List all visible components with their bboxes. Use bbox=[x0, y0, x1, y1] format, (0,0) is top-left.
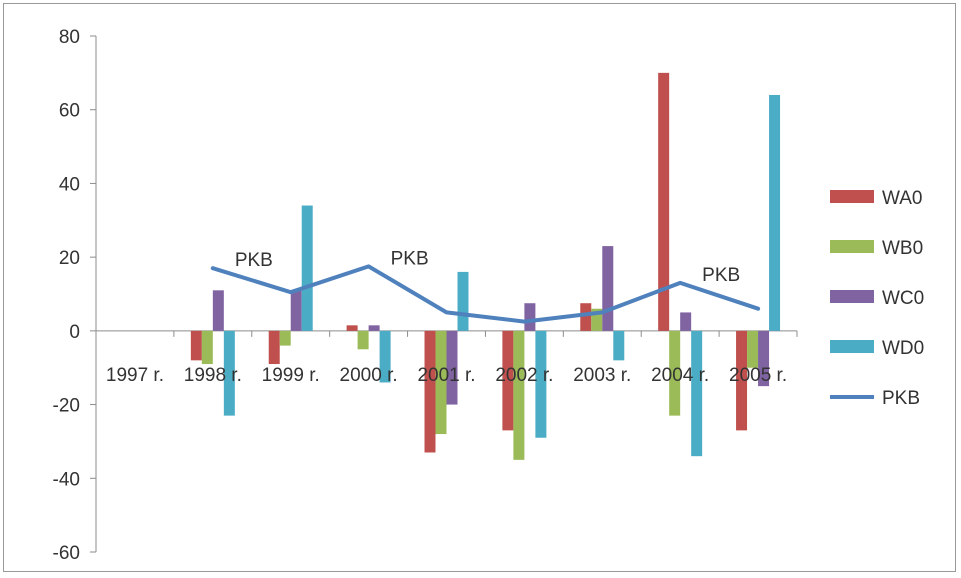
line-pkb bbox=[210, 264, 761, 324]
bar-wa0 bbox=[658, 72, 670, 331]
bar-wc0 bbox=[212, 290, 224, 331]
bar-wc0 bbox=[368, 325, 380, 331]
bar-wc0 bbox=[446, 330, 458, 405]
bar-wd0 bbox=[301, 205, 313, 331]
legend-swatch-wc0 bbox=[830, 290, 874, 303]
legend-label-wc0: WC0 bbox=[882, 288, 924, 309]
x-tick-label: 2003 r. bbox=[573, 365, 631, 386]
bar-wa0 bbox=[424, 330, 436, 453]
bar-wb0 bbox=[513, 330, 525, 460]
pkb-data-label: PKB bbox=[702, 265, 740, 286]
bar-wb0 bbox=[435, 330, 447, 435]
bar-wa0 bbox=[736, 330, 748, 431]
x-tick-label: 2004 r. bbox=[651, 365, 709, 386]
bar-wa0 bbox=[268, 330, 280, 365]
pkb-data-label: PKB bbox=[391, 248, 429, 269]
bar-wd0 bbox=[457, 271, 469, 331]
bar-wd0 bbox=[691, 330, 703, 457]
bar-wd0 bbox=[379, 330, 391, 383]
legend-label-pkb: PKB bbox=[882, 388, 920, 409]
bar-wc0 bbox=[680, 312, 692, 331]
chart-lines bbox=[210, 264, 761, 324]
legend-label-wb0: WB0 bbox=[882, 238, 923, 259]
bar-wd0 bbox=[535, 330, 547, 438]
y-tick-label: 40 bbox=[59, 174, 80, 195]
y-tick-label: -20 bbox=[53, 396, 80, 417]
chart-axes: 80 60 40 20 0 -20 -40 -60 bbox=[53, 27, 798, 564]
legend-swatch-wd0 bbox=[830, 340, 874, 353]
x-tick-label: 2005 r. bbox=[729, 365, 787, 386]
chart-labels: 1997 r. 1998 r. 1999 r. 2000 r. 2001 r. 2002 … bbox=[106, 248, 787, 386]
bar-wb0 bbox=[279, 330, 291, 346]
bar-wc0 bbox=[290, 290, 302, 331]
y-tick-label: 20 bbox=[59, 248, 80, 269]
x-tick-label: 2002 r. bbox=[495, 365, 553, 386]
pkb-data-label: PKB bbox=[235, 250, 273, 271]
y-tick-label: -60 bbox=[53, 543, 80, 564]
y-tick-label: 80 bbox=[59, 27, 80, 48]
bar-wb0 bbox=[201, 330, 213, 365]
chart-legend: WA0 WB0 WC0 WD0 PKB bbox=[830, 188, 924, 409]
bar-wb0 bbox=[357, 330, 369, 350]
legend-swatch-wa0 bbox=[830, 190, 874, 203]
chart-frame: 80 60 40 20 0 -20 -40 -60 1997 r. 1998 r. 1999 r.… bbox=[3, 3, 956, 572]
x-tick-label: 1997 r. bbox=[106, 365, 164, 386]
x-tick-label: 1998 r. bbox=[184, 365, 242, 386]
x-tick-label: 2001 r. bbox=[417, 365, 475, 386]
bar-wc0 bbox=[758, 330, 770, 387]
y-tick-label: 0 bbox=[69, 322, 80, 343]
y-tick-label: 60 bbox=[59, 101, 80, 122]
x-tick-label: 1999 r. bbox=[262, 365, 320, 386]
legend-swatch-wb0 bbox=[830, 240, 874, 253]
bar-wa0 bbox=[346, 325, 358, 331]
legend-label-wa0: WA0 bbox=[882, 188, 922, 209]
bar-wb0 bbox=[591, 308, 603, 331]
bar-wc0 bbox=[524, 303, 536, 331]
legend-label-wd0: WD0 bbox=[882, 338, 924, 359]
x-tick-label: 2000 r. bbox=[340, 365, 398, 386]
chart: 80 60 40 20 0 -20 -40 -60 1997 r. 1998 r. 1999 r.… bbox=[53, 27, 925, 564]
chart-bars bbox=[190, 72, 781, 460]
bar-wa0 bbox=[580, 303, 592, 331]
bar-wd0 bbox=[613, 330, 625, 361]
bar-wb0 bbox=[669, 330, 681, 416]
bar-wa0 bbox=[502, 330, 514, 431]
bar-wd0 bbox=[769, 94, 781, 331]
bar-wd0 bbox=[223, 330, 235, 416]
bar-wa0 bbox=[190, 330, 202, 361]
bar-wc0 bbox=[602, 246, 614, 331]
y-tick-label: -40 bbox=[53, 469, 80, 490]
bar-wb0 bbox=[747, 330, 759, 368]
